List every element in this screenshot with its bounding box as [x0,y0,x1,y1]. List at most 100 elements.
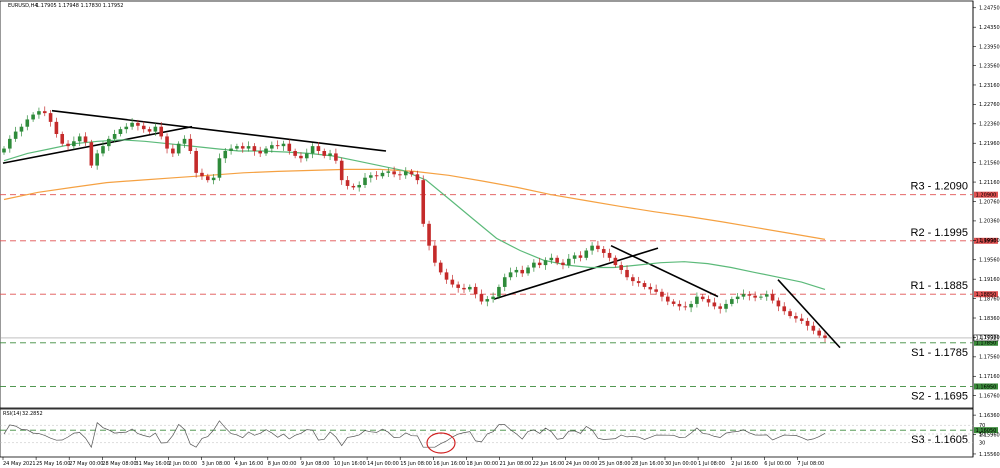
candle-body [654,289,658,292]
rsi-highlight-circle [426,432,456,454]
candle-body [281,143,286,147]
x-tick-label: 22 Jun 16:00 [533,461,565,467]
candle-body [596,245,600,250]
level-price-tag-text: 1.19950 [976,239,997,245]
candle-body [322,150,327,156]
candle-body [369,175,373,178]
candle-body [555,257,559,263]
y-tick-label: 1.21160 [979,180,1000,186]
level-price-tag-text: 1.16950 [976,384,997,390]
candle-body [182,138,187,144]
y-tick-label: 1.21960 [979,141,1000,147]
candle-body [77,136,82,142]
candle-body [176,143,181,154]
x-tick-label: 16 Jun 16:00 [433,461,465,467]
candle-body [270,145,274,149]
candle-body [636,281,641,284]
current-price-tag [973,334,999,342]
candle-body [770,294,775,301]
candle-body [421,180,426,224]
level-price-tag [974,291,998,298]
rsi-scale-label: 30 [979,441,985,447]
candle-body [712,302,717,307]
fast-moving-average [3,139,826,290]
candle-body [561,262,565,266]
candle-body [700,296,705,300]
y-tick-label: 1.22760 [979,102,1000,108]
candle-body [48,113,53,122]
x-tick-label: 9 Jun 08:00 [301,461,330,467]
x-tick-label: 10 Jun 16:00 [334,461,366,467]
candle-body [520,269,525,274]
y-tick-label: 1.21560 [979,160,1000,166]
candle-body [54,121,59,135]
candle-body [543,260,548,266]
y-tick-label: 1.15560 [979,452,1000,458]
y-tick-label: 1.15960 [979,432,1000,438]
y-tick-label: 1.23560 [979,63,1000,69]
candle-body [351,185,356,188]
y-tick-label: 1.17160 [979,374,1000,380]
x-tick-label: 14 Jun 00:00 [367,461,399,467]
x-tick-label: 7 Jul 08:00 [797,461,824,467]
candle-body [811,325,816,331]
candle-body [304,153,309,159]
candle-body [386,171,391,173]
y-tick-label: 1.23160 [979,83,1000,89]
trendline-falling-1 [51,109,387,152]
candle-body [805,320,810,326]
level-price-tag [974,237,998,244]
candle-body [8,138,12,149]
candle-body [741,294,746,297]
candle-body [334,153,338,161]
candle-body [823,335,827,338]
candle-body [532,262,536,268]
trendline-falling-2 [610,244,719,298]
chart-symbol: EURUSD,H4 [8,3,38,9]
y-tick-label: 1.19960 [979,238,1000,244]
x-tick-label: 27 May 00:00 [69,461,103,467]
y-tick-label: 1.19160 [979,277,1000,283]
x-tick-label: 30 Jun 00:00 [665,461,697,467]
candle-body [526,267,530,274]
level-price-tag-text: 1.17850 [976,341,997,347]
indicator-value: 32.2852 [22,411,43,417]
candle-body [124,126,129,130]
level-price-tag [974,191,998,198]
candle-body [42,111,47,114]
candle-body [468,286,472,290]
candle-body [794,316,798,319]
candle-body [730,299,734,304]
candle-body [799,318,804,321]
y-tick-label: 1.19560 [979,258,1000,264]
candle-body [671,301,676,304]
candle-body [660,291,664,297]
indicator-name: RSI(14) [3,411,21,417]
level-price-tag [974,339,998,346]
candle-body [642,283,647,287]
candle-body [450,279,455,285]
candle-body [747,294,752,296]
candle-body [374,175,379,177]
level-price-tag-text: 1.16050 [976,428,997,434]
candle-body [567,258,571,266]
candle-body [287,143,292,151]
x-tick-label: 6 Jul 00:00 [764,461,791,467]
x-tick-label: 2 Jun 00:00 [169,461,198,467]
x-tick-label: 28 May 08:00 [102,461,136,467]
level-label: R1 - 1.1885 [911,280,968,292]
candle-body [398,174,402,176]
trendline-falling-3 [777,279,841,349]
y-tick-label: 1.24350 [979,25,1000,31]
candle-body [473,286,478,295]
rsi-scale-label: 70 [979,423,985,429]
candle-body [141,125,146,130]
candle-body [444,272,449,280]
candle-body [427,223,431,246]
slow-moving-average [3,168,826,240]
candle-body [194,150,198,173]
candle-body [433,245,437,263]
rsi-line [3,420,826,449]
candle-body [60,134,65,144]
candle-body [136,122,140,126]
